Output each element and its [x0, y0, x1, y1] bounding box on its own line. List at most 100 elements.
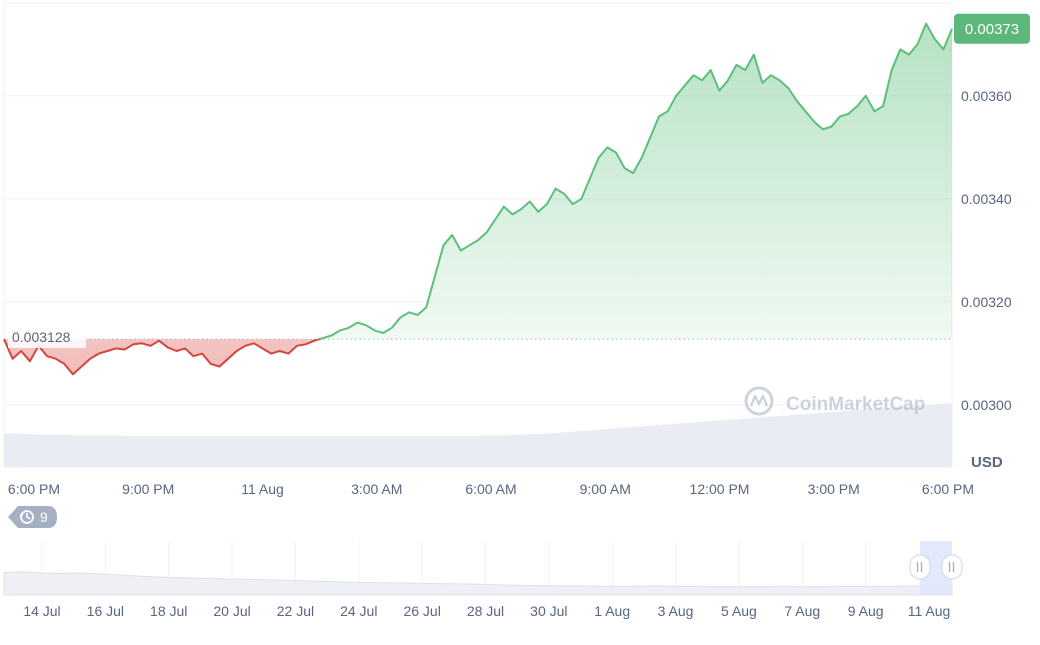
x-tick-label: 9:00 PM: [122, 481, 174, 497]
volume-bar: [755, 417, 765, 467]
volume-bar: [499, 435, 509, 467]
x-axis-ticks: 6:00 PM 9:00 PM 11 Aug 3:00 AM 6:00 AM 9:00 A…: [8, 481, 974, 497]
volume-bar: [618, 427, 628, 467]
history-badge[interactable]: 9: [8, 506, 57, 528]
volume-bar: [704, 421, 714, 467]
volume-bar: [132, 436, 142, 467]
volume-bar: [593, 429, 603, 467]
volume-bar: [405, 436, 415, 467]
baseline-label: 0.003128: [8, 326, 86, 348]
volume-bar: [431, 436, 440, 467]
volume-bar: [166, 436, 176, 467]
volume-bar: [516, 434, 526, 467]
volume-bar: [764, 416, 774, 467]
volume-bar: [217, 436, 227, 467]
y-tick-label: 0.00360: [961, 88, 1012, 104]
volume-bar: [772, 416, 782, 467]
volume-bar: [396, 436, 406, 467]
volume-bar: [576, 430, 586, 467]
volume-bar: [934, 403, 944, 467]
volume-bar: [345, 436, 355, 467]
volume-bar: [157, 436, 167, 467]
volume-bar: [80, 435, 90, 467]
volume-bar: [943, 403, 953, 467]
navigator-date-label: 30 Jul: [530, 603, 567, 619]
y-axis-ticks: 0.00300 0.00320 0.00340 0.00360: [961, 88, 1012, 413]
volume-bar: [542, 433, 551, 467]
volume-bar: [328, 436, 338, 467]
coinmarketcap-logo-wave: [749, 394, 769, 407]
volume-bar: [815, 412, 825, 467]
volume-bar: [473, 436, 483, 467]
navigator-date-label: 16 Jul: [87, 603, 124, 619]
navigator-handle-left[interactable]: [909, 554, 931, 580]
volume-bar: [149, 436, 159, 467]
navigator-date-labels: 14 Jul 16 Jul 18 Jul 20 Jul 22 Jul 24 Jul 26 J…: [23, 603, 950, 619]
history-count: 9: [40, 509, 48, 525]
volume-bar: [260, 436, 270, 467]
volume-bar: [550, 432, 560, 467]
volume-bar: [678, 423, 688, 467]
coinmarketcap-watermark: CoinMarketCap: [744, 386, 925, 416]
x-tick-label: 6:00 PM: [922, 481, 974, 497]
current-price-badge: 0.00373: [954, 13, 1030, 44]
volume-bar: [311, 436, 321, 467]
navigator-handle-right[interactable]: [941, 554, 963, 580]
volume-bar: [89, 435, 99, 467]
volume-bar: [123, 436, 133, 467]
volume-bar: [567, 431, 577, 467]
volume-bar: [747, 418, 756, 467]
watermark-text: CoinMarketCap: [786, 394, 925, 415]
volume-bar: [849, 410, 859, 467]
volume-bar: [97, 435, 107, 467]
navigator-date-label: 7 Aug: [784, 603, 820, 619]
volume-bar: [46, 434, 56, 467]
volume-bar: [106, 435, 116, 467]
range-navigator[interactable]: 14 Jul 16 Jul 18 Jul 20 Jul 22 Jul 24 Jul 26 J…: [3, 541, 963, 619]
volume-bar: [559, 432, 569, 467]
coinmarketcap-logo-icon: [744, 386, 774, 416]
volume-bar: [174, 436, 184, 467]
volume-bar: [712, 420, 722, 467]
volume-bar: [892, 407, 902, 467]
volume-bars: [4, 403, 953, 467]
volume-bar: [781, 415, 791, 467]
currency-label: USD: [971, 454, 1003, 471]
volume-bar: [661, 424, 671, 467]
volume-bar: [285, 436, 295, 467]
volume-bar: [183, 436, 193, 467]
volume-bar: [670, 423, 680, 467]
volume-bar: [448, 436, 458, 467]
volume-bar: [21, 434, 31, 467]
volume-bar: [413, 436, 423, 467]
volume-bar: [806, 413, 816, 467]
volume-bar: [866, 409, 876, 467]
navigator-date-label: 9 Aug: [848, 603, 884, 619]
volume-bar: [627, 427, 637, 467]
volume-bar: [533, 434, 543, 467]
volume-bar: [422, 436, 432, 467]
navigator-date-label: 26 Jul: [403, 603, 440, 619]
volume-bar: [55, 434, 65, 467]
volume-bar: [337, 436, 347, 467]
volume-bar: [524, 434, 534, 467]
volume-bar: [465, 436, 475, 467]
navigator-date-label: 20 Jul: [213, 603, 250, 619]
volume-bar: [926, 404, 936, 467]
x-tick-label: 3:00 AM: [351, 481, 402, 497]
x-tick-label: 6:00 AM: [465, 481, 516, 497]
volume-bar: [789, 414, 799, 467]
volume-bar: [636, 426, 645, 467]
navigator-date-label: 22 Jul: [277, 603, 314, 619]
volume-bar: [234, 436, 244, 467]
current-price-value: 0.00373: [965, 21, 1019, 38]
y-tick-label: 0.00320: [961, 294, 1012, 310]
volume-bar: [610, 428, 620, 467]
volume-bar: [840, 411, 850, 467]
x-tick-label: 9:00 AM: [580, 481, 631, 497]
volume-bar: [115, 435, 124, 467]
volume-bar: [140, 436, 150, 467]
volume-bar: [200, 436, 210, 467]
